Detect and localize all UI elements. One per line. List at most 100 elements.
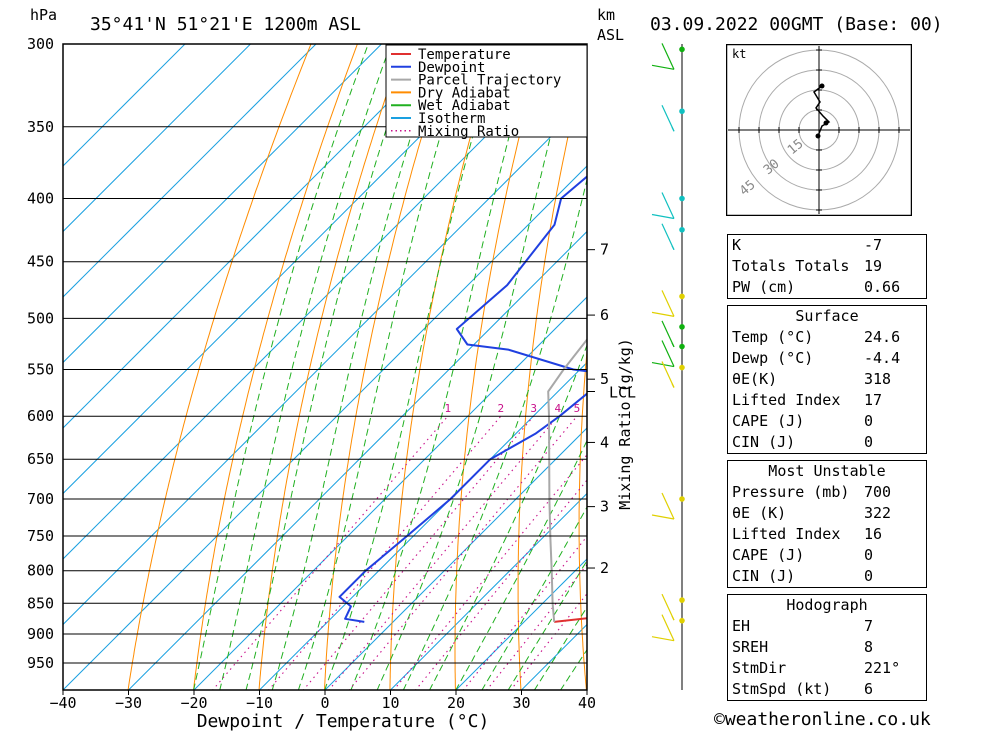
wind-level-dot xyxy=(679,195,685,202)
surface-row: θE(K) 318 xyxy=(732,370,892,388)
height-tick-label: 6 xyxy=(600,306,609,324)
wet-adiabat-line xyxy=(376,44,575,690)
wet-adiabat-line xyxy=(507,559,587,690)
wind-level-dot xyxy=(679,293,685,300)
isotherm-line xyxy=(63,44,383,364)
isotherm-line xyxy=(324,427,587,690)
dry-adiabat-line xyxy=(127,44,312,690)
hodograph: kt 15 30 45 xyxy=(726,44,912,216)
mixing-ratio-label: 16 xyxy=(678,402,691,415)
sounding-series xyxy=(338,175,587,623)
wind-barb-flag xyxy=(671,615,675,621)
legend-box xyxy=(385,44,588,138)
wind-level-dot xyxy=(679,324,685,330)
dry-adiabat-line xyxy=(517,52,587,690)
mu-row: Lifted Index 16 xyxy=(732,525,883,543)
hodograph-point xyxy=(819,83,825,89)
hodograph-trace xyxy=(813,83,831,139)
pressure-tick-label: 500 xyxy=(27,309,54,327)
mu-row: θE (K) 322 xyxy=(732,504,892,522)
dry-adiabat-line xyxy=(454,44,544,690)
pressure-tick-label: 800 xyxy=(27,562,54,580)
surface-title: Surface xyxy=(795,307,859,325)
pressure-tick-label: 750 xyxy=(27,527,54,545)
temperature-tick-label: 0 xyxy=(320,694,329,712)
mixing-ratio-line xyxy=(414,479,587,690)
x-axis-label: Dewpoint / Temperature (°C) xyxy=(197,711,490,732)
mixing-ratio-line xyxy=(328,415,559,690)
wind-level-dot xyxy=(679,364,685,371)
wind-barb-flag xyxy=(671,245,675,251)
hodo-row: StmSpd (kt) 6 xyxy=(732,680,874,698)
mixing-ratio-label: 10 xyxy=(633,402,646,415)
wind-barb xyxy=(651,492,675,520)
surface-row: Dewp (°C) -4.4 xyxy=(732,349,901,367)
wind-barb-staff xyxy=(661,593,675,621)
height-unit-km: km xyxy=(597,6,615,24)
temperature-tick-label: −30 xyxy=(115,694,142,712)
mixing-ratio-label: 4 xyxy=(554,402,561,415)
surface-row: CIN (J) 0 xyxy=(732,433,874,451)
surface-row: Lifted Index 17 xyxy=(732,391,883,409)
wind-barb xyxy=(651,192,675,220)
dry-adiabat-line xyxy=(258,44,405,690)
legend-label: Temperature xyxy=(418,47,511,63)
wet-adiabat-line xyxy=(455,439,587,690)
pressure-tick-label: 550 xyxy=(27,361,54,379)
dry-adiabat-line xyxy=(389,44,498,690)
wind-barb xyxy=(651,290,675,317)
parcel-trajectory-line xyxy=(547,338,587,622)
height-tick-label: 7 xyxy=(600,241,609,259)
pressure-tick-label: 900 xyxy=(27,625,54,643)
mixing-ratio-axis-label: Mixing Ratio (g/kg) xyxy=(616,338,634,510)
pressure-tick-label: 700 xyxy=(27,490,54,508)
mixing-ratio-line xyxy=(212,415,449,690)
wet-adiabat-line xyxy=(245,44,416,690)
wind-barb-flag xyxy=(651,64,675,70)
pressure-tick-label: 600 xyxy=(27,407,54,425)
mixing-ratio-line xyxy=(348,415,578,690)
temperature-tick-label: −40 xyxy=(49,694,76,712)
pressure-tick-label: 850 xyxy=(27,594,54,612)
isotherm-line xyxy=(63,44,252,233)
isotherm-line xyxy=(63,44,317,298)
temperature-tick-label: −20 xyxy=(180,694,207,712)
wind-barb-staff xyxy=(661,104,675,132)
hodograph-indices-table: Hodograph EH 7 SREH 8 StmDir 221° StmSpd (k… xyxy=(727,594,927,701)
axes: 3003504004505005506006507007508008509009… xyxy=(27,35,636,712)
legend-label: Wet Adiabat xyxy=(418,98,511,114)
isotherm-line xyxy=(258,361,587,690)
wet-adiabat-line xyxy=(350,44,535,690)
pressure-tick-label: 350 xyxy=(27,118,54,136)
hodo-row: StmDir 221° xyxy=(732,659,901,677)
wind-barb-flag xyxy=(671,126,675,132)
wind-level-dot xyxy=(679,496,685,502)
pressure-tick-label: 650 xyxy=(27,450,54,468)
temperature-tick-label: 10 xyxy=(381,694,399,712)
dry-adiabat-line xyxy=(958,26,1000,691)
wind-barb-flag xyxy=(651,514,675,520)
wind-barb-flag xyxy=(651,311,675,317)
surface-row: Temp (°C) 24.6 xyxy=(732,328,901,346)
temperature-tick-label: 30 xyxy=(512,694,530,712)
mixing-ratio-line xyxy=(267,415,502,690)
mixing-ratio-label: 20 xyxy=(700,402,713,415)
dewpoint-line xyxy=(338,175,587,623)
isotherm-line xyxy=(389,492,587,690)
wind-barb-staff xyxy=(661,340,675,367)
wind-barb-flag xyxy=(671,383,675,388)
wet-adiabat-line xyxy=(271,44,441,690)
height-tick-label: 2 xyxy=(600,559,609,577)
mixing-ratio-label: 3 xyxy=(530,402,537,415)
height-tick-label: 5 xyxy=(600,370,609,388)
hodograph-point xyxy=(815,133,821,139)
wind-barb xyxy=(651,614,675,642)
wind-level-dot xyxy=(679,46,685,53)
height-tick-label: 4 xyxy=(600,433,609,451)
isotherm-line xyxy=(63,165,587,690)
hodo-row: SREH 8 xyxy=(732,638,874,656)
mixing-ratio-label: 1 xyxy=(444,402,451,415)
pressure-tick-label: 450 xyxy=(27,253,54,271)
